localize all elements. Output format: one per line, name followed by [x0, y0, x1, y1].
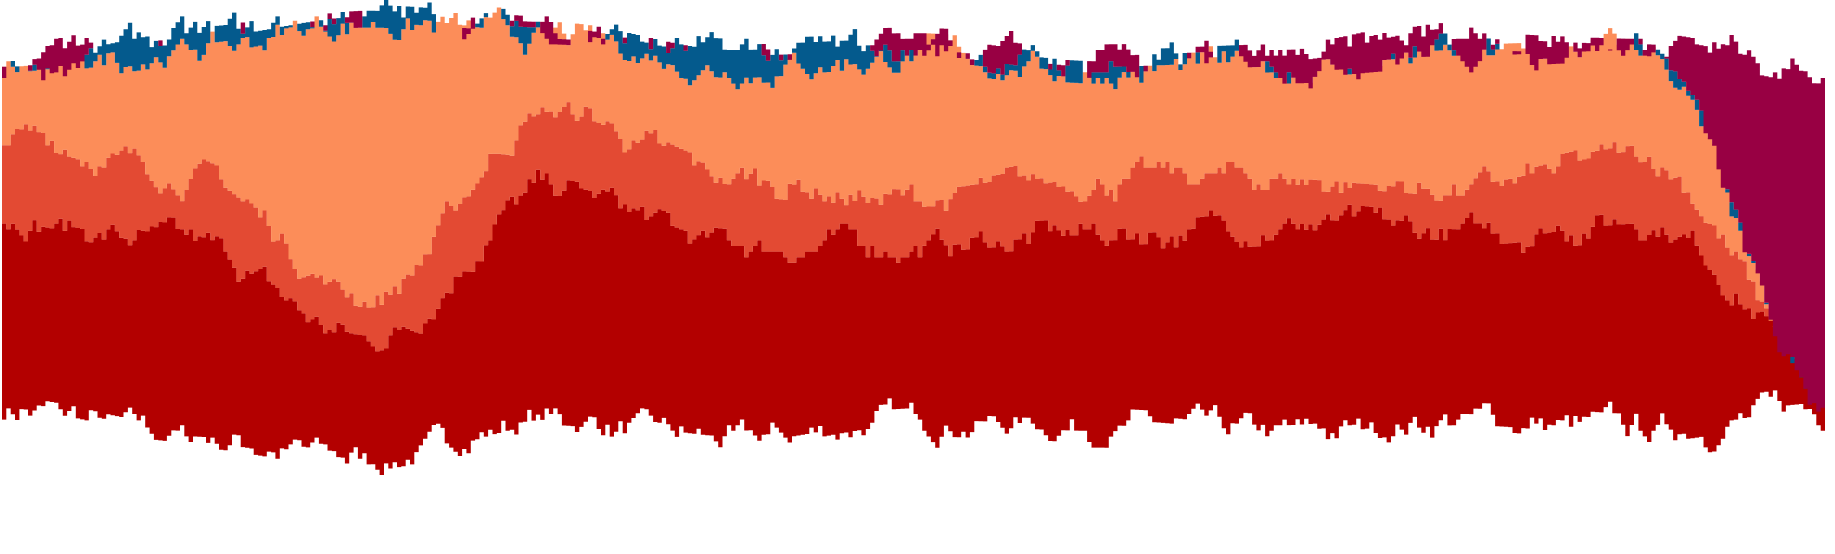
stream-layer-5: [2, 0, 1825, 420]
stream-layer-1: [2, 169, 1825, 476]
stream-layer-4: [2, 0, 1825, 401]
stream-layer-3: [2, 7, 1825, 364]
stream-layer-2: [2, 102, 1825, 362]
